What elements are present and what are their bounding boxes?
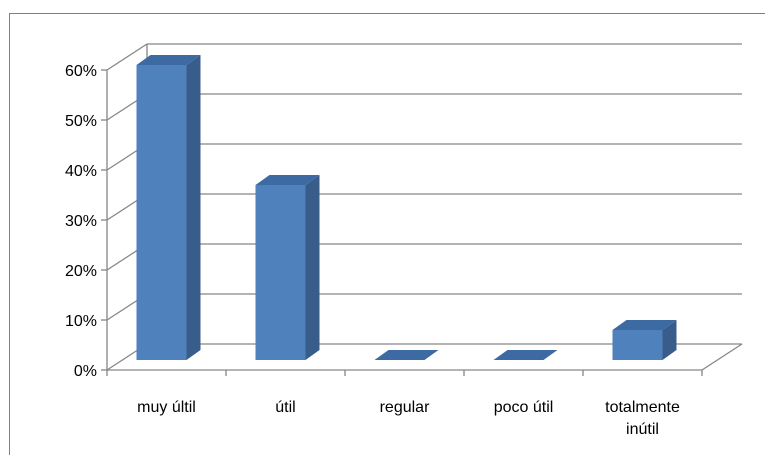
floor-right-edge — [701, 343, 743, 371]
x-category-label: regular — [380, 399, 430, 416]
x-category-label: muy últil — [137, 399, 196, 416]
y-tick-label: 60% — [65, 63, 97, 80]
bar — [612, 320, 677, 360]
bar-front — [255, 185, 306, 360]
y-tick-label: 50% — [65, 113, 97, 130]
bar-front — [136, 65, 187, 360]
bar-top — [612, 320, 677, 330]
bar — [255, 175, 320, 360]
bar-side — [662, 320, 677, 360]
bar-top — [136, 55, 201, 65]
bar-top — [255, 175, 320, 185]
x-category-label: útil — [275, 399, 295, 416]
bar-top — [493, 350, 558, 360]
x-category-label: inútil — [626, 421, 659, 438]
bar — [136, 55, 201, 360]
bar-front — [612, 330, 663, 360]
y-tick-label: 30% — [65, 213, 97, 230]
y-tick-label: 20% — [65, 263, 97, 280]
y-tick-label: 40% — [65, 163, 97, 180]
bar-side — [305, 175, 320, 360]
gridline-side — [106, 43, 148, 71]
bar-top — [374, 350, 439, 360]
y-tick-label: 10% — [65, 313, 97, 330]
bar-side — [186, 55, 201, 360]
x-category-label: totalmente — [605, 399, 680, 416]
x-category-label: poco útil — [494, 399, 554, 416]
bar — [493, 350, 558, 360]
chart-frame — [9, 13, 765, 455]
bar — [374, 350, 439, 360]
y-tick-label: 0% — [74, 363, 97, 380]
